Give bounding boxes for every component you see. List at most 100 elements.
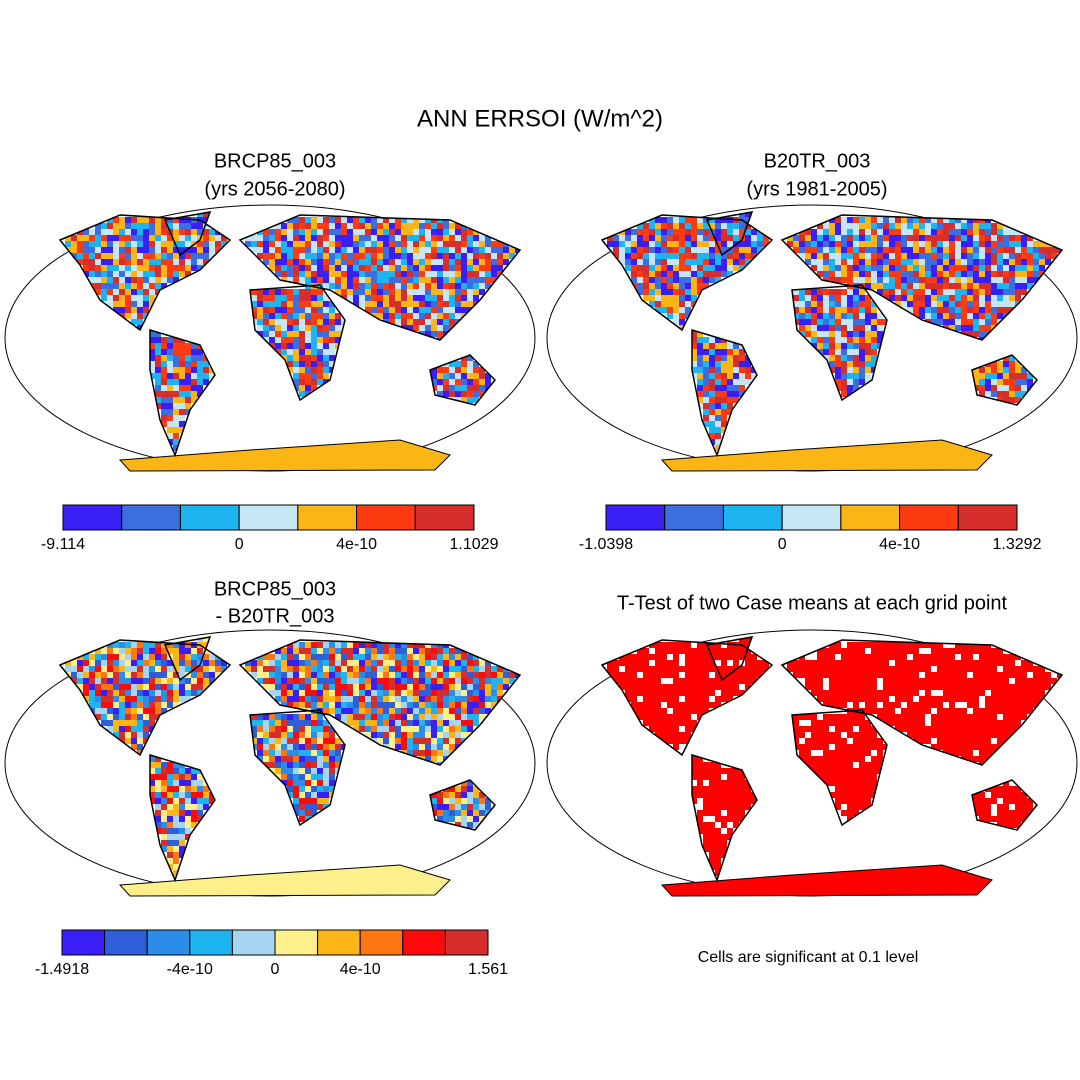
grid-cell bbox=[967, 714, 973, 720]
grid-cell bbox=[991, 648, 997, 654]
grid-cell bbox=[299, 672, 305, 678]
grid-cell bbox=[997, 313, 1003, 319]
grid-cell bbox=[871, 696, 877, 702]
grid-cell bbox=[185, 696, 191, 702]
grid-cell bbox=[673, 666, 679, 672]
grid-cell bbox=[323, 654, 329, 660]
grid-cell bbox=[997, 678, 1003, 684]
grid-cell bbox=[967, 678, 973, 684]
grid-cell bbox=[643, 696, 649, 702]
grid-cell bbox=[119, 696, 125, 702]
grid-cell bbox=[107, 247, 113, 253]
grid-cell bbox=[871, 732, 877, 738]
grid-cell bbox=[727, 648, 733, 654]
grid-cell bbox=[811, 744, 817, 750]
grid-cell bbox=[143, 253, 149, 259]
grid-cell bbox=[967, 708, 973, 714]
grid-cell bbox=[979, 271, 985, 277]
grid-cell bbox=[865, 247, 871, 253]
grid-cell bbox=[461, 654, 467, 660]
grid-cell bbox=[185, 810, 191, 816]
grid-cell bbox=[143, 241, 149, 247]
grid-cell bbox=[167, 642, 173, 648]
grid-cell bbox=[449, 235, 455, 241]
grid-cell bbox=[697, 648, 703, 654]
grid-cell bbox=[973, 756, 979, 762]
grid-cell bbox=[161, 774, 167, 780]
grid-cell bbox=[883, 696, 889, 702]
grid-cell bbox=[461, 283, 467, 289]
grid-cell bbox=[125, 660, 131, 666]
grid-cell bbox=[961, 289, 967, 295]
grid-cell bbox=[443, 259, 449, 265]
grid-cell bbox=[673, 732, 679, 738]
grid-cell bbox=[293, 379, 299, 385]
grid-cell bbox=[745, 678, 751, 684]
grid-cell bbox=[697, 798, 703, 804]
grid-cell bbox=[281, 678, 287, 684]
grid-cell bbox=[281, 319, 287, 325]
grid-cell bbox=[817, 720, 823, 726]
grid-cell bbox=[997, 271, 1003, 277]
colorbar-label: 1.1029 bbox=[450, 536, 499, 553]
grid-cell bbox=[823, 307, 829, 313]
grid-cell bbox=[191, 355, 197, 361]
grid-cell bbox=[805, 654, 811, 660]
grid-cell bbox=[143, 277, 149, 283]
grid-cell bbox=[1015, 247, 1021, 253]
grid-cell bbox=[991, 373, 997, 379]
antarctica bbox=[118, 439, 451, 472]
grid-cell bbox=[95, 660, 101, 666]
grid-cell bbox=[311, 714, 317, 720]
grid-cell bbox=[353, 678, 359, 684]
grid-cell bbox=[155, 223, 161, 229]
grid-cell bbox=[197, 259, 203, 265]
grid-cell bbox=[661, 283, 667, 289]
grid-cell bbox=[997, 229, 1003, 235]
grid-cell bbox=[335, 642, 341, 648]
grid-cell bbox=[667, 277, 673, 283]
grid-cell bbox=[1015, 373, 1021, 379]
grid-cell bbox=[407, 223, 413, 229]
grid-cell bbox=[841, 331, 847, 337]
grid-cell bbox=[865, 780, 871, 786]
grid-cell bbox=[83, 253, 89, 259]
grid-cell bbox=[317, 756, 323, 762]
grid-cell bbox=[733, 660, 739, 666]
grid-cell bbox=[955, 265, 961, 271]
grid-cell bbox=[691, 762, 697, 768]
grid-cell bbox=[437, 283, 443, 289]
grid-cell bbox=[335, 253, 341, 259]
grid-cell bbox=[829, 786, 835, 792]
grid-cell bbox=[865, 756, 871, 762]
grid-cell bbox=[703, 696, 709, 702]
grid-cell bbox=[281, 229, 287, 235]
grid-cell bbox=[745, 792, 751, 798]
grid-cell bbox=[859, 696, 865, 702]
grid-cell bbox=[961, 642, 967, 648]
grid-cell bbox=[281, 726, 287, 732]
grid-cell bbox=[329, 756, 335, 762]
grid-cell bbox=[619, 678, 625, 684]
grid-cell bbox=[437, 229, 443, 235]
grid-cell bbox=[841, 265, 847, 271]
grid-cell bbox=[287, 241, 293, 247]
grid-cell bbox=[703, 403, 709, 409]
grid-cell bbox=[143, 666, 149, 672]
grid-cell bbox=[113, 253, 119, 259]
grid-cell bbox=[305, 325, 311, 331]
grid-cell bbox=[841, 648, 847, 654]
grid-cell bbox=[125, 301, 131, 307]
grid-cell bbox=[107, 678, 113, 684]
grid-cell bbox=[281, 343, 287, 349]
grid-cell bbox=[287, 277, 293, 283]
grid-cell bbox=[365, 672, 371, 678]
grid-cell bbox=[359, 265, 365, 271]
grid-cell bbox=[865, 349, 871, 355]
grid-cell bbox=[709, 373, 715, 379]
grid-cell bbox=[919, 708, 925, 714]
grid-cell bbox=[853, 325, 859, 331]
grid-cell bbox=[287, 690, 293, 696]
grid-cell bbox=[841, 241, 847, 247]
grid-cell bbox=[835, 289, 841, 295]
